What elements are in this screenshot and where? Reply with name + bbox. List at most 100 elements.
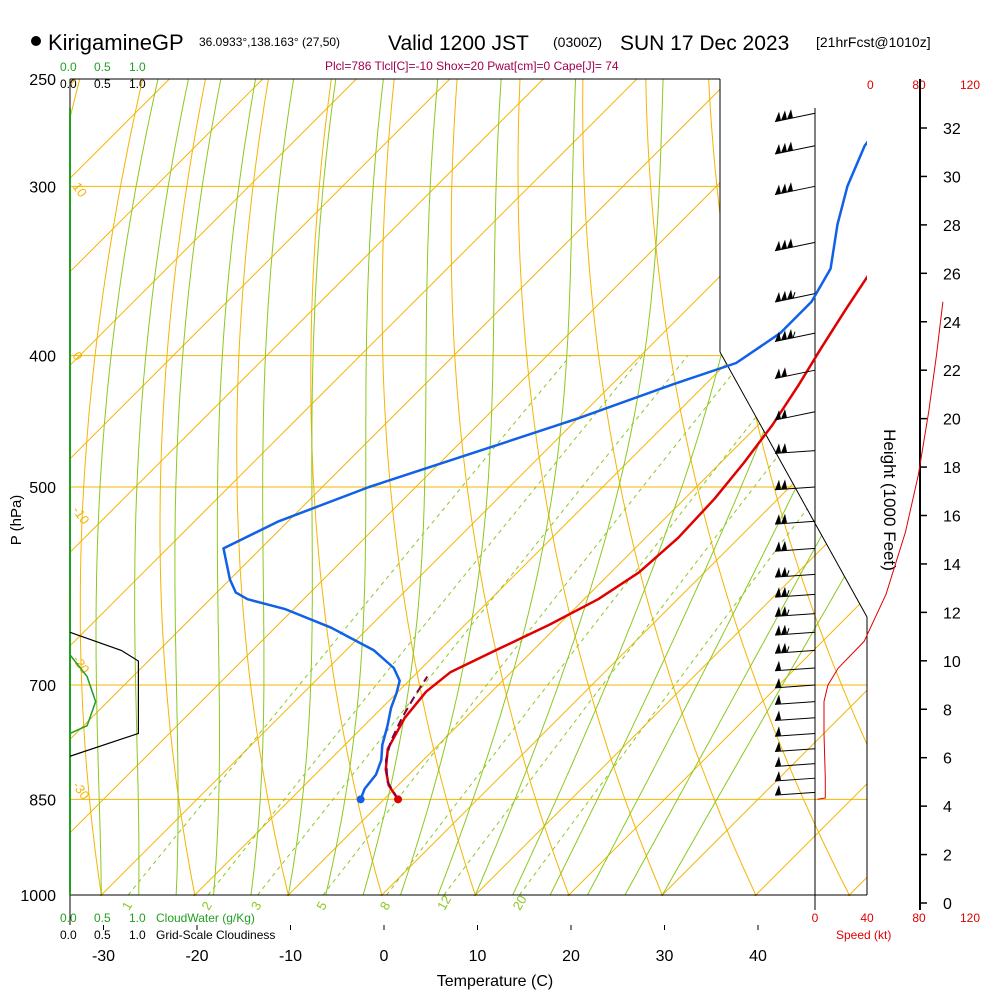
top-cloudiness-tick-1: 0.5 — [94, 77, 111, 91]
isotherm-line — [70, 79, 264, 273]
moist-adiabat — [174, 79, 222, 896]
wind-barb-flag — [775, 587, 781, 598]
wind-barb-flag — [775, 184, 781, 195]
wind-barb-flag — [781, 605, 787, 616]
height-tick-label: 28 — [943, 218, 961, 235]
plot-frame — [69, 78, 921, 925]
moist-adiabat — [437, 79, 577, 896]
wind-barb — [774, 289, 816, 303]
dewpoint-line — [222, 140, 867, 800]
p-axis-label: P (hPa) — [8, 495, 25, 546]
speed-ticks-bottom: 0 40 80 120 — [812, 911, 981, 925]
wind-barb — [774, 770, 816, 782]
wind-barb — [774, 442, 816, 454]
parcel-line — [385, 676, 429, 800]
wind-barb-flag — [781, 624, 787, 635]
wind-barb-flag — [775, 756, 781, 767]
wind-barb-staff — [774, 684, 816, 689]
dry-adiabat — [956, 55, 1000, 924]
height-tick-label: 18 — [943, 460, 961, 477]
top-cloudwater-tick-2: 1.0 — [129, 60, 146, 74]
wind-barb-flag — [781, 540, 787, 551]
cloud-profiles — [69, 631, 139, 757]
wind-barb-flag — [781, 290, 787, 301]
wind-barb — [774, 694, 816, 705]
wind-barb — [774, 624, 816, 636]
mixing-ratio-label: 12 — [434, 893, 454, 913]
header-coords: 36.0933°,138.163° (27,50) — [199, 35, 340, 49]
moist-adiabat — [400, 79, 502, 896]
wind-barb-flag — [775, 770, 781, 781]
top-cloudwater-tick-0: 0.0 — [60, 60, 77, 74]
wind-barb-flag — [775, 643, 781, 654]
wind-barb-flag — [775, 111, 781, 122]
wind-barb — [774, 182, 816, 196]
isotherm-label: 0 — [70, 349, 86, 364]
wind-barb-flag — [781, 330, 787, 341]
temperature-tick-label: 10 — [469, 948, 487, 965]
moist-adiabat — [287, 79, 337, 896]
bottom-cloudwater-ticks: 0.0 0.5 1.0 CloudWater (g/Kg) — [60, 911, 255, 925]
wind-barb-flag — [781, 513, 787, 524]
wind-barb-staff — [774, 631, 816, 636]
mixing-ratio-line — [127, 355, 571, 896]
isotherm-line — [70, 79, 358, 367]
moist-adiabat — [213, 79, 257, 896]
bottom-cloudiness-ticks: 0.0 0.5 1.0 Grid-Scale Cloudiness — [60, 928, 275, 942]
wind-barb-staff — [774, 717, 816, 722]
temperature-tick-label: -30 — [92, 948, 115, 965]
speed-tick-bottom-3: 120 — [960, 911, 980, 925]
stats-line: Plcl=786 Tlcl[C]=-10 Shox=20 Pwat[cm]=0 … — [325, 59, 619, 73]
wind-barb — [774, 328, 816, 342]
temperature-tick-label: 20 — [562, 948, 580, 965]
wind-barb — [774, 660, 816, 672]
speed-tick-bottom-2: 80 — [912, 911, 926, 925]
wind-barb — [774, 586, 816, 598]
wind-barb-flag — [775, 331, 781, 342]
moist-adiabat — [587, 334, 867, 896]
height-tick-label: 20 — [943, 412, 961, 429]
wind-barb-flag — [781, 479, 787, 490]
wind-barb — [774, 408, 816, 421]
temperature-line — [384, 274, 867, 800]
wind-barb — [774, 726, 816, 737]
wind-barb — [774, 785, 816, 796]
wind-barb-staff — [774, 667, 816, 672]
mixing-ratio-label: 20 — [509, 893, 529, 913]
bottom-cloudiness-tick-1: 0.5 — [94, 928, 111, 942]
wind-barb-flag — [775, 240, 781, 251]
speed-profile — [817, 301, 944, 800]
wind-barb-flag — [781, 642, 787, 653]
wind-barb-half — [792, 331, 796, 338]
mixing-ratio-line — [207, 355, 644, 896]
cloudwater-profile — [69, 654, 97, 735]
isotherm-line — [193, 222, 867, 896]
dry-adiabat — [381, 79, 477, 896]
temperature-tick-label: 30 — [656, 948, 674, 965]
wind-barb — [774, 566, 816, 578]
pressure-tick-label: 850 — [29, 792, 56, 809]
wind-barb-flag — [775, 677, 781, 688]
isotherm-line — [70, 79, 732, 741]
height-tick-label: 30 — [943, 169, 961, 186]
height-tick-label: 2 — [943, 848, 952, 865]
wind-barb-flag — [775, 368, 781, 379]
wind-barb-flag — [775, 606, 781, 617]
wind-barb-flag — [775, 741, 781, 752]
height-tick-label: 12 — [943, 605, 961, 622]
wind-barb-flag — [775, 443, 781, 454]
pressure-tick-label: 400 — [29, 349, 56, 366]
wind-barb-flag — [781, 239, 787, 250]
dry-adiabat — [645, 79, 851, 896]
wind-barb-flag — [775, 479, 781, 490]
bottom-cloudiness-tick-2: 1.0 — [129, 928, 146, 942]
height-tick-label: 8 — [943, 702, 952, 719]
wind-barb-staff — [774, 791, 816, 796]
dewpoint-surface-point — [356, 795, 365, 804]
dry-adiabat — [450, 79, 570, 896]
header-site: KirigamineGP — [48, 30, 184, 55]
wind-barb-flag — [775, 514, 781, 525]
wind-barb-half — [792, 292, 796, 299]
wind-barb — [774, 513, 816, 525]
